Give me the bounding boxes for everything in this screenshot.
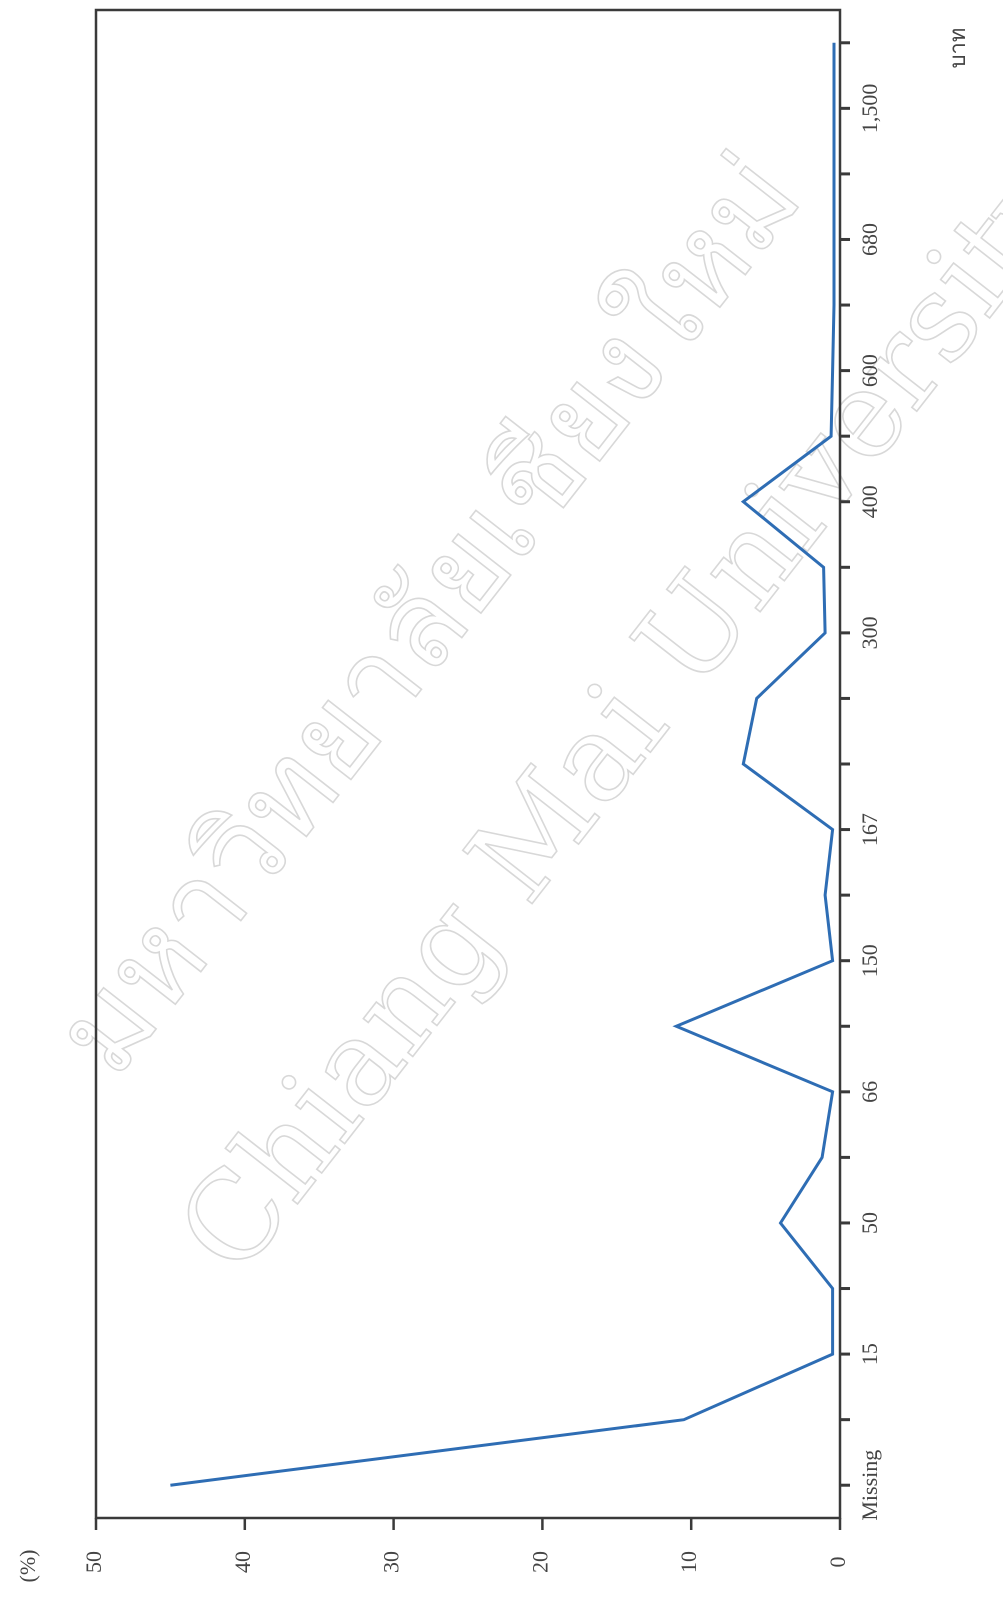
x-tick-label: 1,500 [857,84,882,134]
y-axis-label: (%) [15,1550,40,1583]
watermark: มหาวิทยาลัยเชียงใหม่ Chiang Mai Universi… [27,129,1003,1298]
x-tick-label: 150 [857,944,882,977]
y-axis: 0 10 20 30 40 50 [81,1518,850,1573]
x-axis-label: บาท [945,28,970,69]
x-tick-label: 680 [857,223,882,256]
x-tick-label: 300 [857,616,882,649]
y-tick-label: 0 [825,1557,850,1568]
y-tick-label: 20 [527,1551,552,1573]
x-tick-label: 50 [857,1212,882,1234]
x-tick-label: Missing [857,1450,882,1521]
x-tick-label: 600 [857,354,882,387]
y-tick-label: 50 [81,1551,106,1573]
y-tick-label: 30 [379,1551,404,1573]
x-tick-label: 167 [857,813,882,846]
x-tick-label: 15 [857,1343,882,1365]
y-tick-label: 10 [676,1551,701,1573]
series-layer [170,42,836,1487]
x-tick-label: 400 [857,485,882,518]
x-tick-label: 66 [857,1081,882,1103]
x-axis: Missing 15 50 66 150 167 300 400 600 680 1,500 [840,41,882,1521]
y-tick-label: 40 [230,1551,255,1573]
